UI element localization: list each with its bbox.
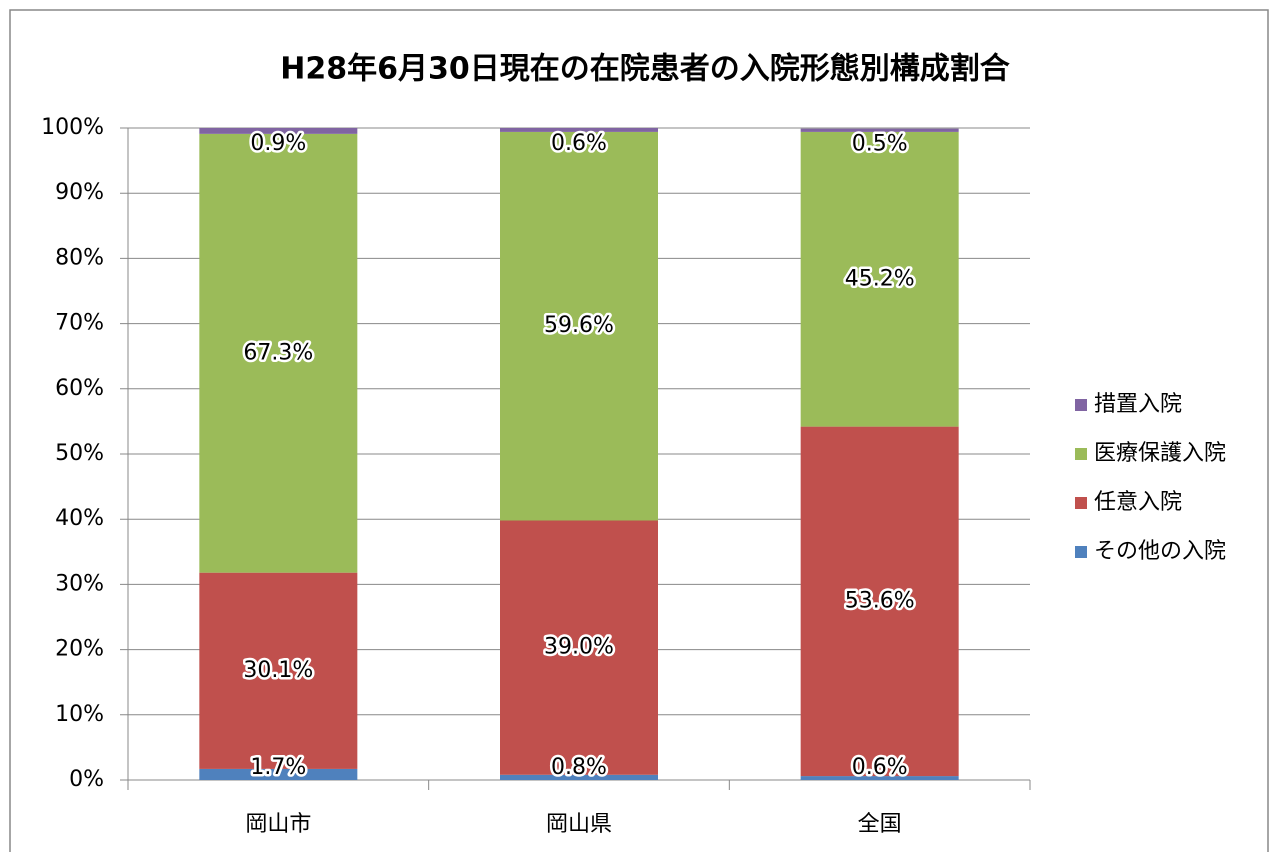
bar-segment (199, 572, 358, 769)
data-label: 0.5% (852, 132, 908, 157)
bar-segment (500, 131, 658, 521)
bar-segment (800, 131, 959, 427)
legend-label: 措置入院 (1094, 392, 1182, 417)
legend-swatch (1075, 448, 1087, 460)
x-tick-label: 全国 (858, 812, 902, 837)
bar-segment (199, 133, 358, 573)
data-label: 67.3% (243, 340, 313, 365)
y-tick-label: 20% (55, 637, 104, 662)
bar-segment (800, 128, 959, 132)
data-label: 0.9% (250, 131, 306, 156)
legend-swatch (1075, 546, 1087, 558)
y-tick-label: 90% (55, 180, 104, 205)
bar-segment (199, 128, 358, 134)
bar-segment (500, 520, 658, 775)
y-tick-label: 30% (55, 571, 104, 596)
y-tick-label: 40% (55, 506, 104, 531)
x-tick-label: 岡山県 (546, 812, 612, 837)
data-label: 0.8% (551, 755, 607, 780)
y-tick-label: 70% (55, 311, 104, 336)
data-label: 45.2% (845, 266, 915, 291)
y-tick-label: 100% (41, 115, 104, 140)
data-label: 1.7% (250, 755, 306, 780)
data-label: 0.6% (551, 131, 607, 156)
data-label: 53.6% (845, 588, 915, 613)
data-label: 0.6% (852, 755, 908, 780)
y-tick-label: 50% (55, 441, 104, 466)
data-label: 30.1% (243, 658, 313, 683)
y-tick-label: 80% (55, 245, 104, 270)
legend-label: 医療保護入院 (1094, 441, 1226, 466)
y-tick-label: 0% (69, 767, 104, 792)
legend-swatch (1075, 497, 1087, 509)
chart-title: H28年6月30日現在の在院患者の入院形態別構成割合 (280, 52, 1009, 87)
legend-swatch (1075, 399, 1087, 411)
bar-segment (500, 774, 658, 780)
data-label: 39.0% (544, 635, 614, 660)
y-tick-label: 60% (55, 376, 104, 401)
bar-segment (800, 776, 959, 780)
data-label: 59.6% (544, 313, 614, 338)
bar-segment (500, 128, 658, 132)
bar-segment (800, 426, 959, 777)
bar-segment (199, 768, 358, 780)
x-tick-label: 岡山市 (245, 812, 311, 837)
y-tick-label: 10% (55, 702, 104, 727)
legend-label: その他の入院 (1094, 539, 1226, 564)
legend-label: 任意入院 (1094, 490, 1182, 515)
